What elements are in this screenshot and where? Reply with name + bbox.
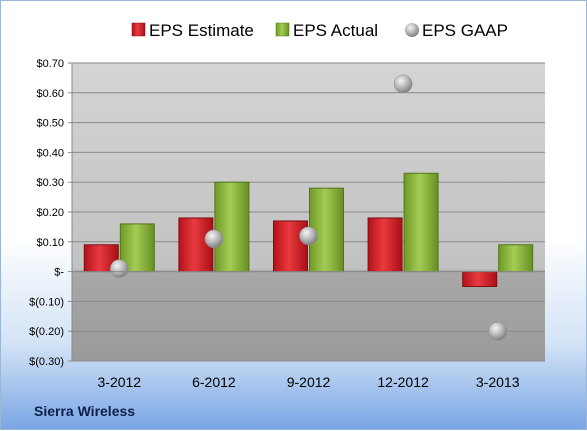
y-tick-label: $0.60 [36, 88, 64, 100]
x-category-label: 6-2012 [192, 374, 236, 390]
eps-actual-bar-3-2013 [498, 244, 534, 273]
y-tick-label: $0.70 [36, 58, 64, 70]
eps-estimate-bar-3-2013 [462, 271, 498, 288]
eps-estimate-bar-9-2012 [273, 220, 308, 273]
y-tick-label: $0.20 [36, 207, 64, 219]
eps-actual-bar-6-2012 [214, 181, 250, 273]
eps-gaap-marker-3-2013 [488, 321, 507, 341]
legend-swatch-actual [275, 22, 290, 37]
y-tick-label: $0.10 [36, 237, 64, 249]
legend-label: EPS GAAP [422, 21, 508, 40]
legend-label: EPS Estimate [149, 21, 254, 40]
y-tick-label: $- [54, 267, 64, 279]
legend-swatch-gaap [405, 23, 419, 37]
chart-legend: EPS Estimate EPS Actual EPS GAAP [131, 21, 508, 40]
eps-gaap-marker-6-2012 [204, 229, 224, 249]
legend-label: EPS Actual [293, 21, 378, 40]
y-tick-label: $(0.20) [29, 326, 64, 338]
gaap-markers [110, 74, 507, 341]
x-category-label: 12-2012 [377, 374, 429, 390]
y-tick-label: $(0.10) [29, 296, 64, 308]
x-category-label: 3-2012 [98, 374, 142, 390]
eps-gaap-marker-3-2012 [110, 259, 129, 278]
y-tick-label: $0.30 [36, 177, 64, 189]
y-axis: $0.70 $0.60 $0.50 $0.40 $0.30 $0.20 $0.10 $- $(0… [29, 58, 73, 368]
eps-gaap-marker-9-2012 [299, 226, 318, 246]
x-axis: 3-2012 6-2012 9-2012 12-2012 3-2013 [72, 271, 545, 390]
company-name: Sierra Wireless [34, 403, 136, 419]
x-category-label: 3-2013 [476, 374, 520, 390]
y-tick-label: $0.50 [36, 118, 64, 130]
y-tick-label: $(0.30) [29, 356, 64, 368]
legend-swatch-estimate [131, 22, 146, 37]
y-tick-label: $0.40 [36, 147, 64, 159]
eps-gaap-marker-12-2012 [393, 74, 413, 94]
eps-actual-bar-12-2012 [403, 172, 439, 273]
eps-estimate-bar-12-2012 [367, 217, 403, 273]
x-category-label: 9-2012 [287, 374, 331, 390]
